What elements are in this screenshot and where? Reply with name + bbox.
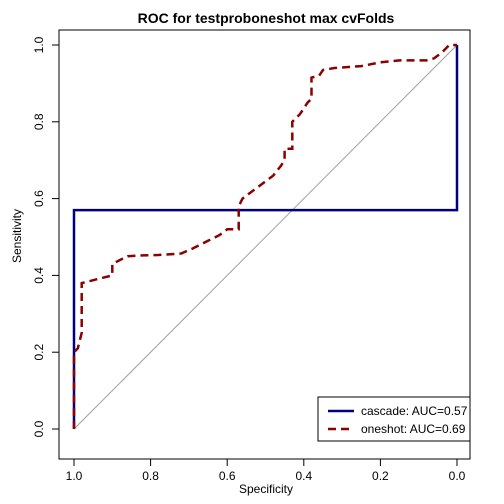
y-tick-label: 0.8 xyxy=(32,113,46,130)
y-tick-label: 0.6 xyxy=(32,190,46,207)
legend-box xyxy=(317,396,471,442)
x-tick-label: 0.6 xyxy=(219,469,236,483)
plot-area xyxy=(72,43,459,430)
x-tick-label: 0.8 xyxy=(142,469,159,483)
x-tick-label: 0.4 xyxy=(295,469,312,483)
legend: cascade: AUC=0.57 oneshot: AUC=0.69 xyxy=(317,396,471,442)
y-tick-label: 1.0 xyxy=(32,36,46,53)
y-tick-label: 0.2 xyxy=(32,344,46,361)
x-tick-label: 0.0 xyxy=(449,469,466,483)
legend-label-cascade: cascade: AUC=0.57 xyxy=(361,404,468,418)
y-tick-label: 0.0 xyxy=(32,420,46,437)
legend-label-oneshot: oneshot: AUC=0.69 xyxy=(361,422,466,436)
y-axis-title: Sensitivity xyxy=(10,209,24,263)
reference-diagonal xyxy=(73,44,458,430)
y-axis: 0.0 0.2 0.4 0.6 0.8 1.0 xyxy=(32,36,60,437)
x-tick-label: 1.0 xyxy=(66,469,83,483)
series-line-cascade xyxy=(72,45,459,429)
x-axis-title: Specificity xyxy=(239,482,293,496)
x-tick-label: 0.2 xyxy=(372,469,389,483)
y-tick-label: 0.4 xyxy=(32,267,46,284)
chart-title: ROC for testproboneshot max cvFolds xyxy=(138,10,395,26)
x-axis: 1.0 0.8 0.6 0.4 0.2 0.0 xyxy=(66,458,466,483)
series-line-oneshot xyxy=(72,43,457,429)
